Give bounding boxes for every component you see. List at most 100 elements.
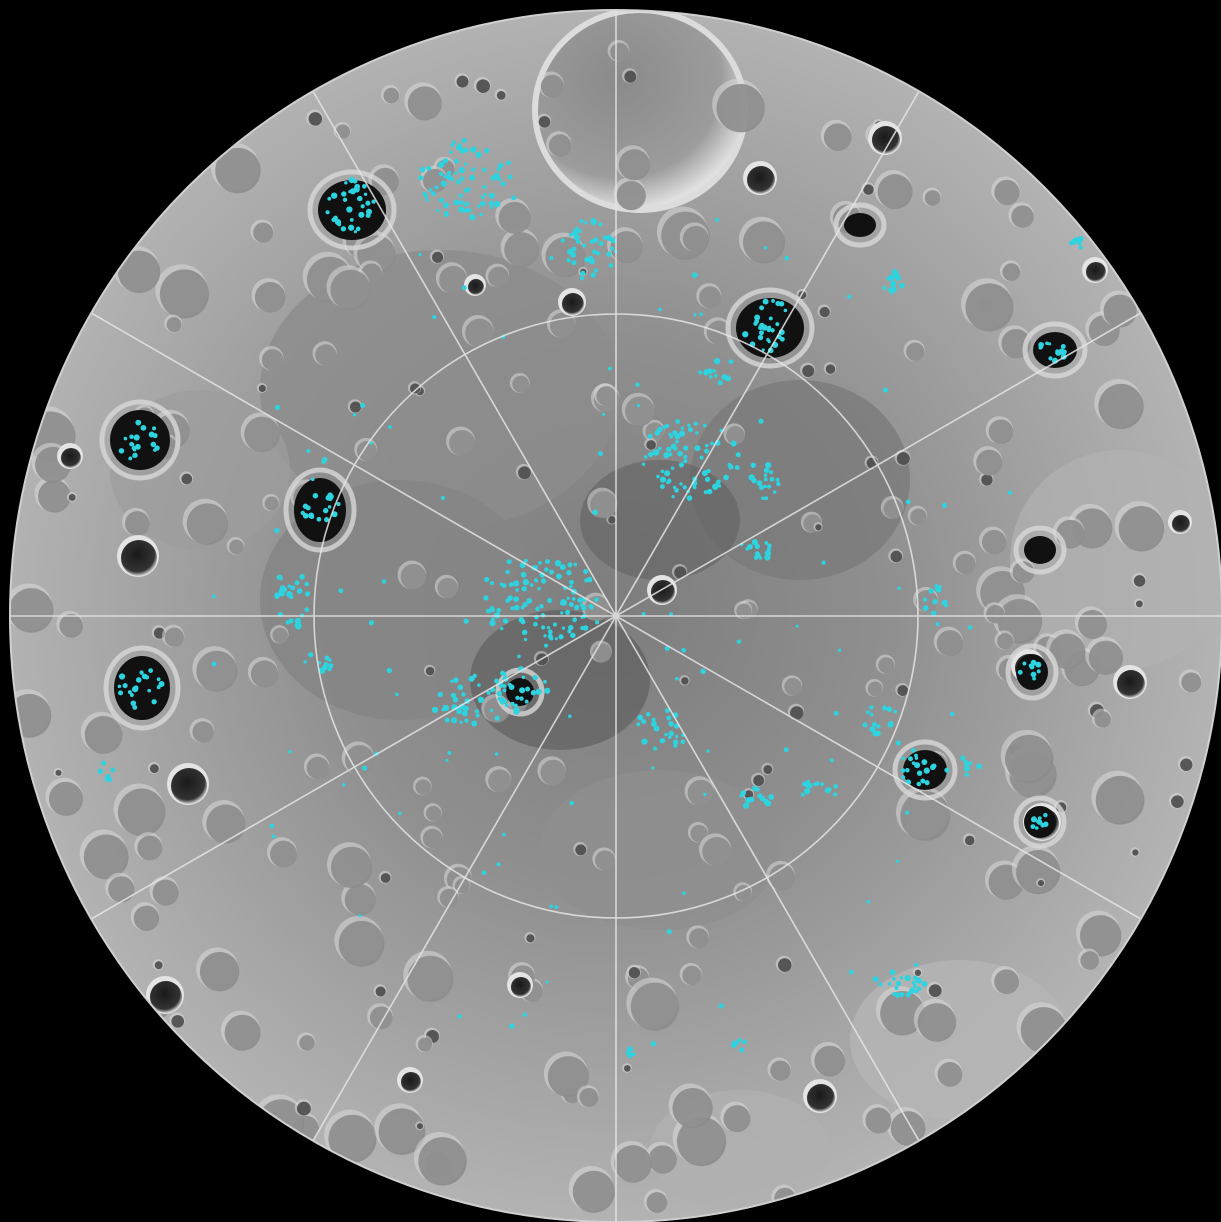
crater	[874, 170, 913, 210]
ice-detection	[1077, 241, 1082, 246]
crater-floor	[994, 969, 1019, 995]
crater	[803, 1079, 837, 1113]
ice-detection	[139, 670, 144, 675]
crater	[626, 977, 679, 1031]
crater	[509, 372, 530, 393]
ice-detection	[901, 756, 905, 761]
ice-detection	[540, 578, 547, 584]
ice-detection	[288, 749, 292, 754]
ice-detection	[463, 618, 469, 624]
crater-floor	[844, 213, 876, 237]
crater-floor	[378, 1108, 426, 1155]
crater	[589, 640, 612, 663]
ice-detection	[456, 144, 463, 151]
ice-detection	[641, 718, 647, 725]
ice-detection	[490, 607, 496, 612]
crater	[373, 984, 387, 998]
ice-cluster	[731, 1038, 747, 1053]
ice-detection	[673, 723, 680, 729]
ice-cluster	[494, 666, 551, 715]
ice-detection	[670, 466, 675, 470]
ice-detection	[511, 195, 517, 201]
ice-detection	[459, 200, 464, 205]
crater-floor	[476, 79, 490, 94]
crater	[415, 1121, 425, 1131]
ice-detection	[545, 559, 550, 565]
ice-detection	[783, 308, 788, 313]
crater	[266, 837, 297, 868]
crater	[294, 1099, 312, 1117]
crater-floor	[1103, 294, 1137, 328]
crater-floor	[330, 269, 371, 310]
crater-floor	[1016, 850, 1061, 895]
crater	[686, 925, 710, 949]
crater-floor	[610, 42, 630, 62]
ice-detection	[440, 180, 447, 187]
ice-detection	[110, 767, 116, 773]
ice-detection	[513, 708, 520, 715]
crater-floor	[681, 677, 689, 685]
ice-detection	[457, 684, 464, 691]
ice-detection	[502, 618, 509, 624]
ice-detection	[910, 747, 916, 753]
crater-floor	[68, 494, 76, 501]
ice-detection	[546, 626, 551, 630]
crater-floor	[38, 479, 71, 513]
ice-detection	[824, 787, 831, 794]
ice-detection	[336, 502, 341, 507]
ice-detection	[496, 607, 502, 613]
ice-detection	[702, 423, 707, 428]
ice-detection	[463, 147, 469, 153]
ice-detection	[700, 668, 706, 674]
ice-detection	[481, 870, 487, 875]
ice-detection	[556, 561, 561, 566]
ice-detection	[128, 456, 133, 461]
crater	[240, 412, 280, 453]
crater	[179, 471, 194, 486]
ice-detection	[445, 758, 449, 762]
ice-detection	[469, 214, 476, 221]
crater-floor	[981, 529, 1007, 555]
crater-floor	[702, 837, 732, 867]
crater-floor	[1037, 880, 1045, 887]
ice-detection	[503, 672, 507, 676]
crater	[1000, 729, 1054, 784]
ice-detection	[718, 1003, 724, 1009]
crater	[454, 73, 470, 89]
crater	[926, 981, 943, 998]
ice-detection	[327, 196, 332, 201]
ice-detection	[775, 477, 780, 482]
ice-detection	[866, 710, 870, 715]
ice-detection	[648, 451, 654, 457]
crater	[485, 263, 510, 288]
crater	[738, 216, 786, 264]
crater	[712, 78, 765, 133]
ice-detection	[569, 800, 575, 806]
ice-detection	[346, 206, 353, 213]
crater	[592, 847, 616, 871]
crater-floor	[672, 1087, 713, 1129]
ice-detection	[687, 423, 691, 428]
ice-detection	[976, 763, 983, 770]
ice-cluster	[641, 419, 741, 501]
ice-detection	[923, 767, 930, 774]
crater-rim	[103, 645, 181, 731]
ice-detection	[560, 611, 564, 615]
ice-detection	[703, 792, 707, 796]
crater-floor	[1011, 205, 1034, 228]
ice-detection	[890, 280, 897, 287]
ice-detection	[752, 786, 756, 791]
crater-floor	[1094, 711, 1111, 728]
ice-detection	[606, 251, 612, 257]
ice-detection	[442, 704, 448, 710]
ice-detection	[442, 158, 449, 164]
crater	[434, 574, 459, 599]
crater	[149, 876, 179, 906]
crater-floor	[1056, 519, 1085, 549]
ice-detection	[470, 147, 476, 153]
ice-detection	[716, 479, 721, 485]
ice-detection	[943, 603, 949, 608]
ice-detection	[1007, 490, 1013, 495]
ice-detection	[342, 197, 348, 202]
crater	[912, 967, 923, 977]
